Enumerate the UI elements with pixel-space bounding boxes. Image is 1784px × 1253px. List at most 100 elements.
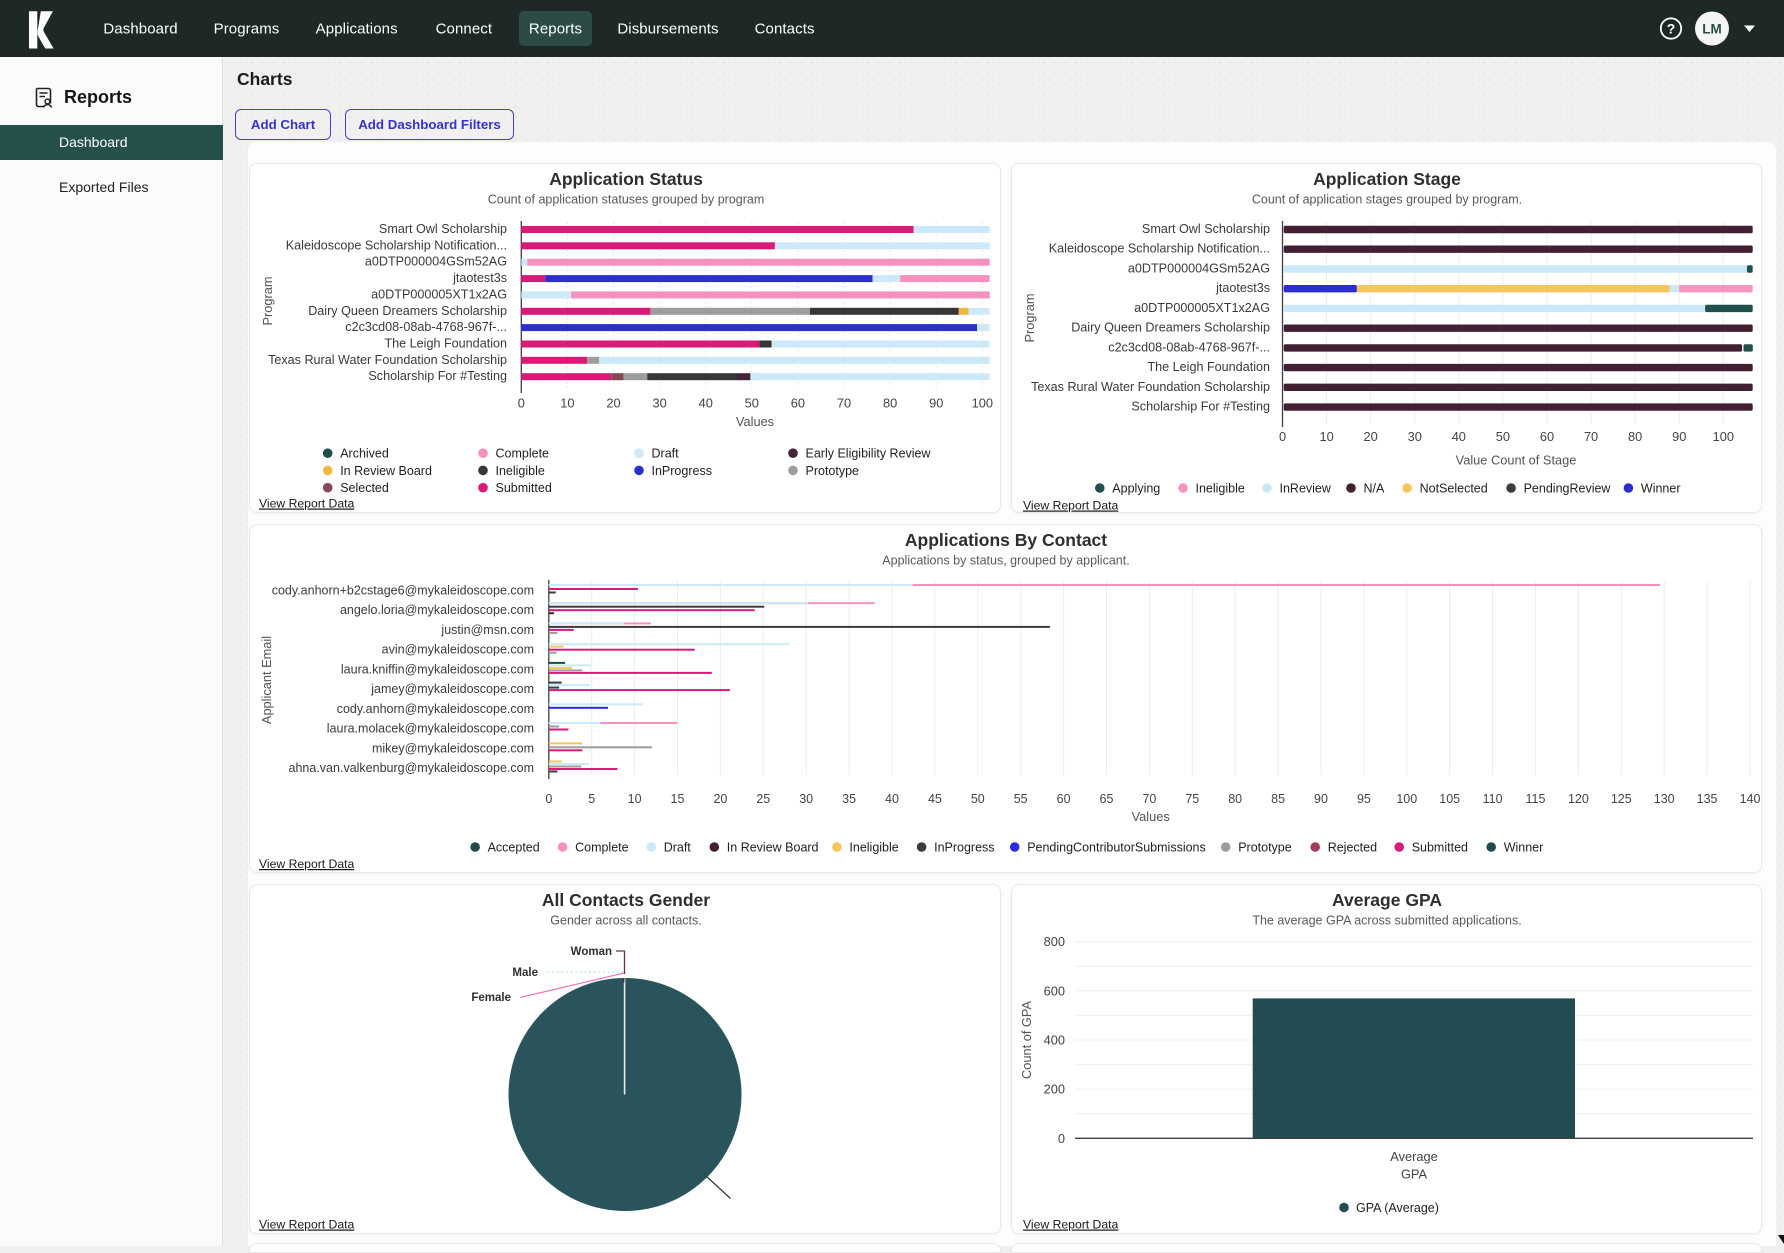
svg-text:20: 20 (713, 792, 727, 806)
svg-text:50: 50 (1496, 429, 1510, 444)
svg-text:30: 30 (799, 792, 813, 806)
svg-text:140: 140 (1740, 792, 1761, 806)
svg-text:60: 60 (791, 396, 805, 411)
svg-text:90: 90 (929, 396, 943, 411)
svg-text:100: 100 (1713, 429, 1734, 444)
svg-text:Values: Values (1132, 809, 1170, 824)
svg-text:Count of application stages gr: Count of application stages grouped by p… (1252, 193, 1522, 207)
svg-text:laura.kniffin@mykaleidoscope.c: laura.kniffin@mykaleidoscope.com (341, 662, 534, 676)
svg-text:70: 70 (1584, 429, 1598, 444)
svg-text:Early Eligibility Review: Early Eligibility Review (806, 447, 932, 461)
svg-text:Gender across all contacts.: Gender across all contacts. (550, 914, 701, 928)
svg-text:Dairy Queen Dreamers Scholarsh: Dairy Queen Dreamers Scholarship (308, 304, 507, 318)
svg-text:Application Status: Application Status (549, 169, 703, 189)
svg-text:In Review Board: In Review Board (727, 840, 819, 854)
svg-text:70: 70 (837, 396, 851, 411)
svg-text:35: 35 (842, 792, 856, 806)
svg-text:55: 55 (1014, 792, 1028, 806)
svg-text:laura.molacek@mykaleidoscope.c: laura.molacek@mykaleidoscope.com (327, 722, 534, 736)
svg-text:60: 60 (1057, 792, 1071, 806)
svg-text:NotSelected: NotSelected (1420, 481, 1488, 495)
svg-text:cody.anhorn@mykaleidoscope.com: cody.anhorn@mykaleidoscope.com (337, 702, 534, 716)
svg-text:Woman: Woman (571, 946, 612, 958)
svg-text:N/A: N/A (1364, 481, 1386, 495)
svg-text:InProgress: InProgress (652, 464, 712, 478)
svg-text:Smart Owl Scholarship: Smart Owl Scholarship (379, 222, 507, 236)
svg-text:Winner: Winner (1641, 481, 1681, 495)
svg-text:InProgress: InProgress (934, 840, 994, 854)
svg-text:Male: Male (512, 967, 538, 979)
svg-text:105: 105 (1439, 792, 1460, 806)
svg-text:40: 40 (699, 396, 713, 411)
svg-text:Prototype: Prototype (1238, 840, 1292, 854)
svg-text:0: 0 (518, 396, 525, 411)
svg-text:LM: LM (1702, 22, 1722, 37)
svg-text:85: 85 (1271, 792, 1285, 806)
svg-text:Prototype: Prototype (806, 464, 860, 478)
svg-text:95: 95 (1357, 792, 1371, 806)
svg-text:a0DTP000004GSm52AG: a0DTP000004GSm52AG (1128, 261, 1270, 275)
svg-text:Female: Female (471, 992, 511, 1004)
svg-text:90: 90 (1672, 429, 1686, 444)
svg-text:Draft: Draft (652, 447, 680, 461)
svg-text:50: 50 (971, 792, 985, 806)
svg-text:View Report Data: View Report Data (1023, 1218, 1119, 1232)
svg-text:justin@msn.com: justin@msn.com (440, 623, 534, 637)
svg-text:View Report Data: View Report Data (259, 1218, 355, 1232)
svg-text:PendingReview: PendingReview (1524, 481, 1612, 495)
svg-text:In Review Board: In Review Board (340, 464, 432, 478)
svg-text:100: 100 (1396, 792, 1417, 806)
svg-text:Average GPA: Average GPA (1332, 890, 1442, 910)
svg-text:Applications By Contact: Applications By Contact (905, 530, 1107, 550)
svg-text:0: 0 (1279, 429, 1286, 444)
svg-text:70: 70 (1142, 792, 1156, 806)
svg-text:Ineligible: Ineligible (849, 840, 898, 854)
svg-text:Submitted: Submitted (496, 481, 552, 495)
svg-text:Draft: Draft (664, 840, 692, 854)
svg-text:80: 80 (883, 396, 897, 411)
svg-text:Texas Rural Water Foundation S: Texas Rural Water Foundation Scholarship (268, 353, 507, 367)
svg-text:Scholarship For #Testing: Scholarship For #Testing (368, 369, 507, 383)
svg-text:10: 10 (628, 792, 642, 806)
svg-text:Archived: Archived (340, 447, 389, 461)
svg-text:40: 40 (885, 792, 899, 806)
svg-text:Program: Program (1022, 293, 1037, 342)
svg-text:The Leigh Foundation: The Leigh Foundation (1147, 360, 1270, 374)
svg-text:100: 100 (972, 396, 993, 411)
svg-text:130: 130 (1654, 792, 1675, 806)
svg-text:PendingContributorSubmissions: PendingContributorSubmissions (1027, 840, 1206, 854)
svg-text:All Contacts Gender: All Contacts Gender (542, 890, 710, 910)
svg-text:Smart Owl Scholarship: Smart Owl Scholarship (1142, 222, 1270, 236)
svg-text:80: 80 (1228, 792, 1242, 806)
svg-text:600: 600 (1044, 983, 1065, 998)
svg-text:200: 200 (1044, 1082, 1065, 1097)
svg-text:View Report Data: View Report Data (259, 857, 355, 871)
svg-text:?: ? (1667, 21, 1676, 37)
svg-text:Selected: Selected (340, 481, 389, 495)
svg-text:The average GPA across submitt: The average GPA across submitted applica… (1252, 914, 1521, 928)
svg-text:Winner: Winner (1504, 840, 1544, 854)
svg-text:Average: Average (1390, 1149, 1437, 1164)
svg-text:View Report Data: View Report Data (1023, 499, 1119, 513)
svg-text:125: 125 (1611, 792, 1632, 806)
svg-text:135: 135 (1697, 792, 1718, 806)
svg-text:Texas Rural Water Foundation S: Texas Rural Water Foundation Scholarship (1031, 380, 1270, 394)
svg-text:c2c3cd08-08ab-4768-967f-...: c2c3cd08-08ab-4768-967f-... (345, 320, 507, 334)
svg-text:60: 60 (1540, 429, 1554, 444)
svg-text:120: 120 (1568, 792, 1589, 806)
svg-text:Kaleidoscope Scholarship Notif: Kaleidoscope Scholarship Notification... (286, 238, 507, 252)
svg-text:Count of application statuses: Count of application statuses grouped by… (488, 193, 765, 207)
svg-text:20: 20 (1364, 429, 1378, 444)
svg-text:0: 0 (1058, 1131, 1065, 1146)
svg-text:angelo.loria@mykaleidoscope.co: angelo.loria@mykaleidoscope.com (340, 603, 534, 617)
svg-text:Ineligible: Ineligible (496, 464, 545, 478)
svg-text:20: 20 (606, 396, 620, 411)
svg-text:Complete: Complete (496, 447, 550, 461)
svg-text:Ineligible: Ineligible (1196, 481, 1245, 495)
svg-text:Applications by status, groupe: Applications by status, grouped by appli… (882, 554, 1129, 568)
svg-text:25: 25 (756, 792, 770, 806)
svg-text:jamey@mykaleidoscope.com: jamey@mykaleidoscope.com (370, 682, 534, 696)
svg-text:5: 5 (588, 792, 595, 806)
svg-text:jtaotest3s: jtaotest3s (1215, 281, 1270, 295)
svg-text:50: 50 (745, 396, 759, 411)
